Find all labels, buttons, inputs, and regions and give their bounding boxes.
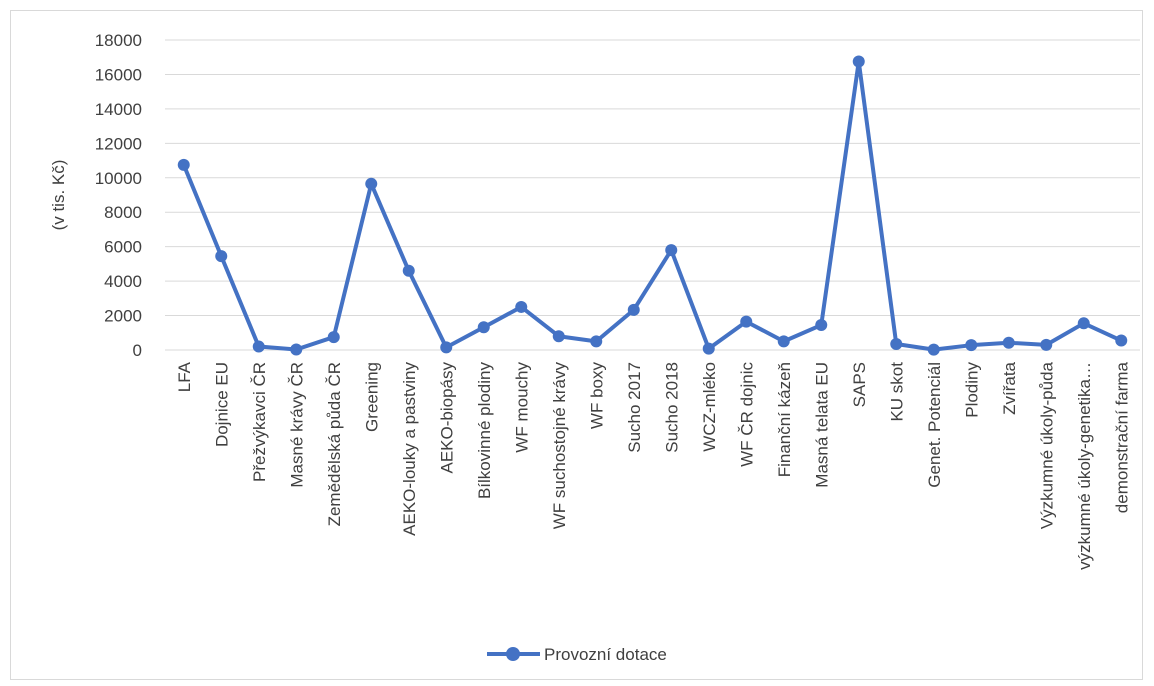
data-point <box>777 335 790 348</box>
y-tick-label: 4000 <box>104 272 142 291</box>
y-tick-label: 18000 <box>95 31 142 50</box>
y-tick-label: 12000 <box>95 134 142 153</box>
data-point <box>552 330 565 343</box>
x-tick-label: demonstrační farma <box>1112 361 1131 513</box>
series-layer <box>177 55 1128 356</box>
x-tick-label: Sucho 2017 <box>625 362 644 453</box>
data-point <box>402 264 415 277</box>
x-tick-label: WF suchostojné krávy <box>550 362 569 530</box>
x-axis-ticks: LFA Dojnice EU Přežvýkavci ČR Masné krávy Č… <box>175 361 1132 570</box>
data-point <box>477 321 490 334</box>
data-point <box>177 158 190 171</box>
y-tick-label: 2000 <box>104 307 142 326</box>
x-tick-label: Zemědělská půda ČR <box>325 362 344 526</box>
data-point <box>1002 336 1015 349</box>
x-tick-label: Masná telata EU <box>812 362 831 488</box>
y-tick-label: 16000 <box>95 65 142 84</box>
x-tick-label: výzkumné úkoly-genetika… <box>1075 362 1094 570</box>
data-point <box>1077 317 1090 330</box>
data-point <box>365 177 378 190</box>
data-point <box>1040 338 1053 351</box>
legend: Provozní dotace <box>487 645 667 664</box>
x-tick-label: Bílkovinné plodiny <box>475 362 494 500</box>
data-point <box>815 319 828 332</box>
data-point <box>290 343 303 356</box>
legend-label: Provozní dotace <box>544 645 667 664</box>
x-tick-label: Zvířata <box>1000 361 1019 414</box>
x-tick-label: AEKO-biopásy <box>437 362 456 474</box>
x-tick-label: WF mouchy <box>512 362 531 453</box>
data-point <box>252 340 265 353</box>
legend-marker-swatch <box>506 647 520 661</box>
series-line <box>181 59 1123 352</box>
x-tick-label: SAPS <box>850 362 869 407</box>
y-axis-title: (v tis. Kč) <box>49 160 68 231</box>
chart-frame <box>10 10 1143 680</box>
data-point <box>215 250 228 263</box>
y-tick-label: 14000 <box>95 100 142 119</box>
x-tick-label: Greening <box>362 362 381 432</box>
data-point <box>1115 334 1128 347</box>
data-point <box>590 335 603 348</box>
x-tick-label: Finanční kázeň <box>775 362 794 477</box>
x-tick-label: Dojnice EU <box>212 362 231 447</box>
x-tick-label: Sucho 2018 <box>662 362 681 453</box>
x-tick-label: KU skot <box>887 362 906 422</box>
data-point <box>890 337 903 350</box>
y-tick-label: 8000 <box>104 203 142 222</box>
x-tick-label: Genet. Potenciál <box>925 362 944 488</box>
data-point <box>852 55 865 68</box>
gridlines <box>165 39 1140 351</box>
x-tick-label: WCZ-mléko <box>700 362 719 452</box>
data-point <box>440 341 453 354</box>
x-tick-label: Výzkumné úkoly-půda <box>1037 361 1056 529</box>
y-axis-ticks: 0 2000 4000 6000 8000 10000 12000 14000 16000 180… <box>95 31 142 360</box>
data-point <box>927 343 940 356</box>
x-tick-label: Přežvýkavci ČR <box>250 362 269 482</box>
data-point <box>515 300 528 313</box>
data-point <box>665 244 678 257</box>
y-tick-label: 6000 <box>104 238 142 257</box>
x-tick-label: AEKO-louky a pastviny <box>400 362 419 536</box>
y-tick-label: 0 <box>133 341 142 360</box>
x-tick-label: WF ČR dojnic <box>737 362 756 467</box>
data-point <box>702 342 715 355</box>
y-tick-label: 10000 <box>95 169 142 188</box>
x-tick-label: Masné krávy ČR <box>287 362 306 488</box>
data-point <box>627 303 640 316</box>
data-point <box>327 331 340 344</box>
data-point <box>965 339 978 352</box>
x-tick-label: LFA <box>175 361 194 392</box>
x-tick-label: WF boxy <box>587 362 606 430</box>
x-tick-label: Plodiny <box>962 362 981 418</box>
data-point <box>740 315 753 328</box>
